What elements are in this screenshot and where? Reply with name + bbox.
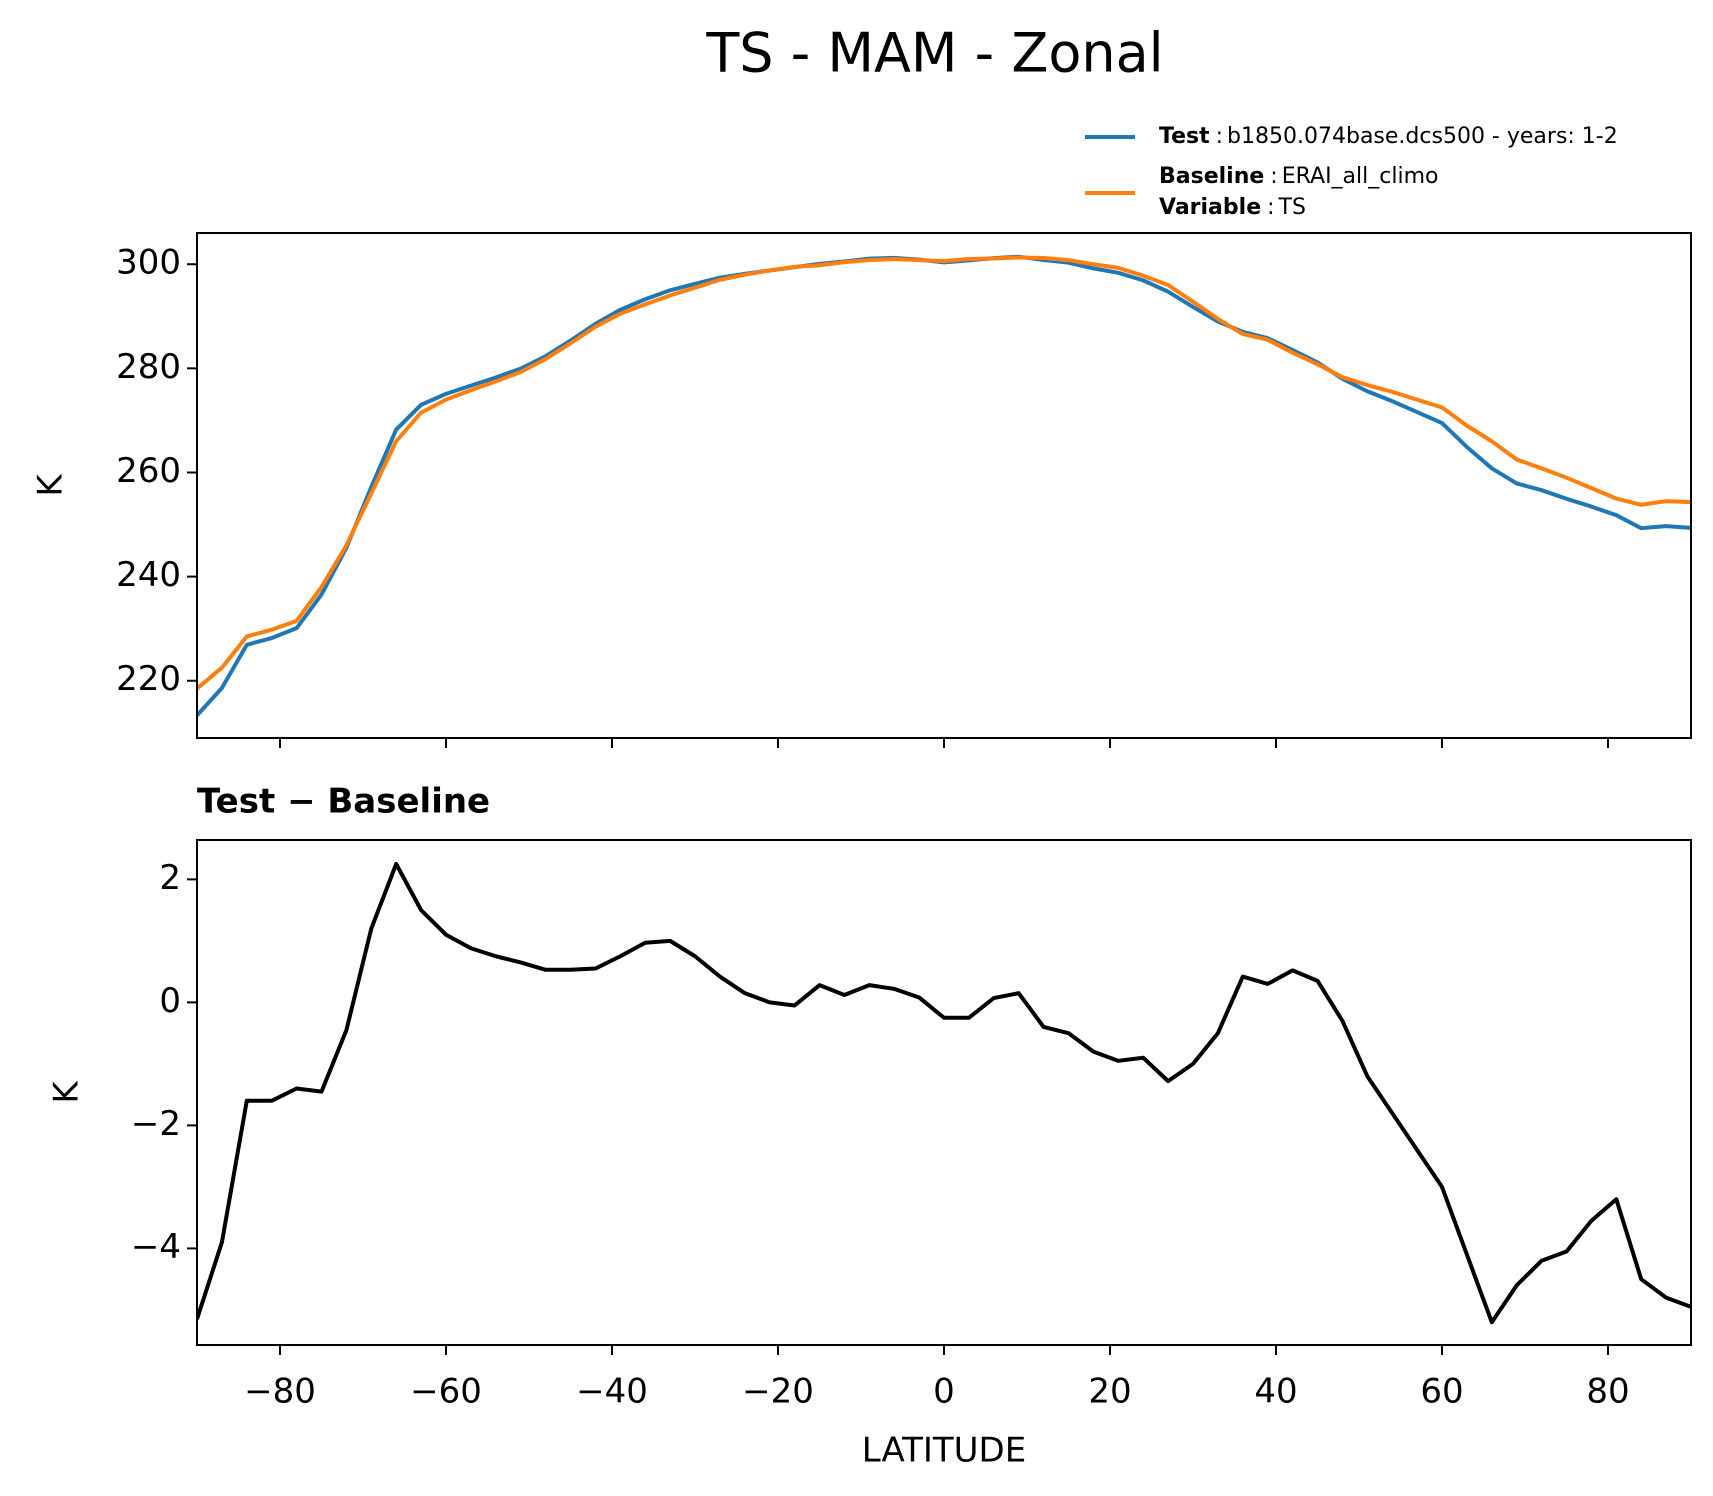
y-tick-label: −4 [131, 1227, 181, 1267]
legend-entry: Test: b1850.074base.dcs500 - years: 1-2 [1159, 124, 1618, 149]
x-axis-label: LATITUDE [862, 1431, 1026, 1471]
legend-label: ERAI_all_climo [1282, 164, 1439, 189]
legend-separator: : [1216, 124, 1223, 149]
axes-frame [196, 232, 1692, 739]
x-tick-label: 60 [1420, 1372, 1463, 1412]
x-tick-label: −80 [244, 1372, 316, 1412]
x-tick-label: 20 [1088, 1372, 1131, 1412]
y-tick-label: 2 [159, 858, 181, 898]
data-line [197, 861, 1691, 1325]
legend-separator: : [1270, 164, 1277, 189]
y-tick-label: 0 [159, 981, 181, 1021]
y-tick-label: 300 [116, 243, 181, 283]
subplot-title: Test − Baseline [197, 782, 490, 822]
legend-entry: Variable: TS [1159, 195, 1306, 220]
legend-entry: Baseline: ERAI_all_climo [1159, 164, 1438, 189]
y-tick-label: −2 [131, 1104, 181, 1144]
data-line [197, 254, 1691, 717]
legend-name: Variable [1159, 195, 1261, 220]
plot-area [197, 254, 1691, 717]
x-tick-label: 80 [1586, 1372, 1629, 1412]
legend-name: Baseline [1159, 164, 1264, 189]
y-axis-label: K [31, 473, 71, 497]
legend-name: Test [1159, 124, 1210, 149]
y-axis-label: K [47, 1080, 87, 1104]
plot-area [197, 861, 1691, 1325]
x-tick-label: −40 [576, 1372, 648, 1412]
figure-title: TS - MAM - Zonal [705, 22, 1163, 85]
x-tick-label: 40 [1254, 1372, 1297, 1412]
legend-label: TS [1278, 195, 1306, 220]
legend-label: b1850.074base.dcs500 - years: 1-2 [1227, 124, 1618, 149]
y-tick-label: 220 [116, 659, 181, 699]
y-tick-label: 260 [116, 451, 181, 491]
legend-separator: : [1267, 195, 1274, 220]
x-tick-label: 0 [933, 1372, 955, 1412]
y-tick-label: 280 [116, 347, 181, 387]
data-line [197, 255, 1691, 691]
x-tick-label: −20 [742, 1372, 814, 1412]
y-tick-label: 240 [116, 555, 181, 595]
axes-frame [196, 839, 1692, 1346]
x-tick-label: −60 [410, 1372, 482, 1412]
